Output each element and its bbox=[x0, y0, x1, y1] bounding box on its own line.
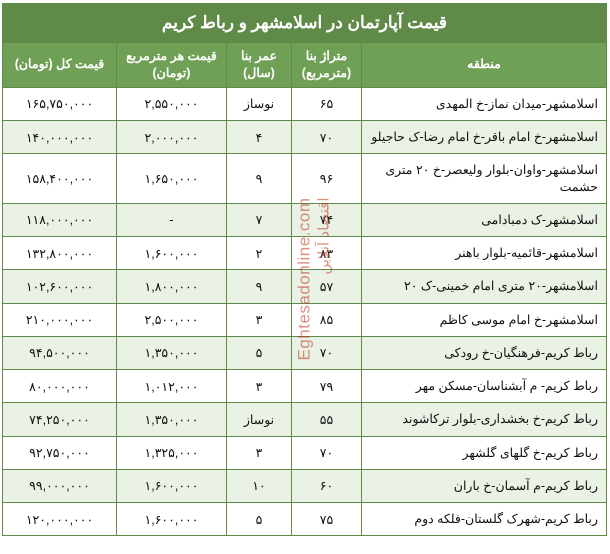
cell-age: ۴ bbox=[226, 120, 291, 153]
cell-ppm: ۱,۶۵۰,۰۰۰ bbox=[116, 153, 226, 203]
cell-region: رباط کریم-خ گلهای گلشهر bbox=[361, 436, 606, 469]
cell-region: رباط کریم-خ بخشداری-بلوار ترکاشوند bbox=[361, 402, 606, 435]
cell-ppm: ۱,۶۰۰,۰۰۰ bbox=[116, 469, 226, 502]
cell-ppm: ۲,۵۵۰,۰۰۰ bbox=[116, 87, 226, 120]
cell-area: ۷۰ bbox=[291, 120, 361, 153]
cell-ppm: ۱,۶۰۰,۰۰۰ bbox=[116, 502, 226, 535]
cell-area: ۸۵ bbox=[291, 303, 361, 336]
cell-ppm: ۱,۶۰۰,۰۰۰ bbox=[116, 236, 226, 269]
cell-ppm: ۲,۰۰۰,۰۰۰ bbox=[116, 120, 226, 153]
cell-age: ۷ bbox=[226, 203, 291, 236]
cell-total: ۱۲۰,۰۰۰,۰۰۰ bbox=[3, 502, 116, 535]
table-row: رباط کریم-م آسمان-خ باران۶۰۱۰۱,۶۰۰,۰۰۰۹۹… bbox=[3, 469, 606, 502]
table-body: اسلامشهر-میدان نماز-خ المهدی۶۵نوساز۲,۵۵۰… bbox=[3, 87, 606, 536]
table-row: رباط کریم-فرهنگیان-خ رودکی۷۰۵۱,۳۵۰,۰۰۰۹۴… bbox=[3, 336, 606, 369]
cell-region: رباط کریم-فرهنگیان-خ رودکی bbox=[361, 336, 606, 369]
cell-area: ۹۶ bbox=[291, 153, 361, 203]
table-row: اسلامشهر-میدان نماز-خ المهدی۶۵نوساز۲,۵۵۰… bbox=[3, 87, 606, 120]
table-row: اسلامشهر-خ امام موسی کاظم۸۵۳۲,۵۰۰,۰۰۰۲۱۰… bbox=[3, 303, 606, 336]
cell-total: ۱۶۵,۷۵۰,۰۰۰ bbox=[3, 87, 116, 120]
price-table: قیمت آپارتمان در اسلامشهر و رباط کریم من… bbox=[2, 3, 607, 536]
col-header-ppm: قیمت هر مترمربع (تومان) bbox=[116, 43, 226, 87]
cell-region: اسلامشهر-۲۰ متری امام خمینی-ک ۲۰ bbox=[361, 269, 606, 302]
table-row: رباط کریم-خ بخشداری-بلوار ترکاشوند۵۵نوسا… bbox=[3, 402, 606, 435]
cell-area: ۷۴ bbox=[291, 203, 361, 236]
col-header-region: منطقه bbox=[361, 43, 606, 87]
table-row: رباط کریم- م آبشناسان-مسکن مهر۷۹۳۱,۰۱۲,۰… bbox=[3, 369, 606, 402]
cell-age: ۹ bbox=[226, 269, 291, 302]
cell-age: ۹ bbox=[226, 153, 291, 203]
cell-area: ۵۵ bbox=[291, 402, 361, 435]
cell-region: اسلامشهر-واوان-بلوار ولیعصر-خ ۲۰ متری حش… bbox=[361, 153, 606, 203]
cell-total: ۲۱۰,۰۰۰,۰۰۰ bbox=[3, 303, 116, 336]
cell-age: نوساز bbox=[226, 402, 291, 435]
cell-total: ۹۲,۷۵۰,۰۰۰ bbox=[3, 436, 116, 469]
cell-total: ۷۴,۲۵۰,۰۰۰ bbox=[3, 402, 116, 435]
cell-age: ۱۰ bbox=[226, 469, 291, 502]
table-row: اسلامشهر-واوان-بلوار ولیعصر-خ ۲۰ متری حش… bbox=[3, 153, 606, 203]
table-row: اسلامشهر-قائمیه-بلوار باهنر۸۳۲۱,۶۰۰,۰۰۰۱… bbox=[3, 236, 606, 269]
table-row: اسلامشهر-ک دمبادامی۷۴۷-۱۱۸,۰۰۰,۰۰۰ bbox=[3, 203, 606, 236]
cell-region: اسلامشهر-خ امام موسی کاظم bbox=[361, 303, 606, 336]
cell-total: ۱۰۲,۶۰۰,۰۰۰ bbox=[3, 269, 116, 302]
col-header-area: متراژ بنا (مترمربع) bbox=[291, 43, 361, 87]
table-row: اسلامشهر-خ امام باقر-خ امام رضا-ک حاجیلو… bbox=[3, 120, 606, 153]
cell-area: ۸۳ bbox=[291, 236, 361, 269]
cell-ppm: ۱,۳۲۵,۰۰۰ bbox=[116, 436, 226, 469]
cell-ppm: - bbox=[116, 203, 226, 236]
cell-region: اسلامشهر-ک دمبادامی bbox=[361, 203, 606, 236]
table-title: قیمت آپارتمان در اسلامشهر و رباط کریم bbox=[3, 4, 606, 43]
col-header-age: عمر بنا (سال) bbox=[226, 43, 291, 87]
cell-age: ۵ bbox=[226, 502, 291, 535]
cell-area: ۵۷ bbox=[291, 269, 361, 302]
cell-region: رباط کریم- م آبشناسان-مسکن مهر bbox=[361, 369, 606, 402]
cell-ppm: ۱,۳۵۰,۰۰۰ bbox=[116, 336, 226, 369]
cell-ppm: ۲,۵۰۰,۰۰۰ bbox=[116, 303, 226, 336]
cell-region: رباط کریم-شهرک گلستان-فلکه دوم bbox=[361, 502, 606, 535]
cell-area: ۶۵ bbox=[291, 87, 361, 120]
col-header-total: قیمت کل (تومان) bbox=[3, 43, 116, 87]
cell-total: ۹۴,۵۰۰,۰۰۰ bbox=[3, 336, 116, 369]
cell-total: ۱۱۸,۰۰۰,۰۰۰ bbox=[3, 203, 116, 236]
cell-age: ۳ bbox=[226, 436, 291, 469]
cell-area: ۷۰ bbox=[291, 336, 361, 369]
cell-age: ۲ bbox=[226, 236, 291, 269]
cell-area: ۷۹ bbox=[291, 369, 361, 402]
cell-age: ۵ bbox=[226, 336, 291, 369]
cell-total: ۱۵۸,۴۰۰,۰۰۰ bbox=[3, 153, 116, 203]
table-row: رباط کریم-خ گلهای گلشهر۷۰۳۱,۳۲۵,۰۰۰۹۲,۷۵… bbox=[3, 436, 606, 469]
cell-ppm: ۱,۰۱۲,۰۰۰ bbox=[116, 369, 226, 402]
cell-total: ۱۳۲,۸۰۰,۰۰۰ bbox=[3, 236, 116, 269]
cell-area: ۶۰ bbox=[291, 469, 361, 502]
cell-total: ۱۴۰,۰۰۰,۰۰۰ bbox=[3, 120, 116, 153]
cell-age: ۳ bbox=[226, 369, 291, 402]
cell-ppm: ۱,۸۰۰,۰۰۰ bbox=[116, 269, 226, 302]
cell-area: ۷۵ bbox=[291, 502, 361, 535]
cell-age: نوساز bbox=[226, 87, 291, 120]
cell-region: اسلامشهر-قائمیه-بلوار باهنر bbox=[361, 236, 606, 269]
table-row: اسلامشهر-۲۰ متری امام خمینی-ک ۲۰۵۷۹۱,۸۰۰… bbox=[3, 269, 606, 302]
cell-total: ۸۰,۰۰۰,۰۰۰ bbox=[3, 369, 116, 402]
table-header-row: منطقه متراژ بنا (مترمربع) عمر بنا (سال) … bbox=[3, 43, 606, 87]
cell-region: رباط کریم-م آسمان-خ باران bbox=[361, 469, 606, 502]
cell-region: اسلامشهر-خ امام باقر-خ امام رضا-ک حاجیلو bbox=[361, 120, 606, 153]
cell-ppm: ۱,۳۵۰,۰۰۰ bbox=[116, 402, 226, 435]
cell-area: ۷۰ bbox=[291, 436, 361, 469]
cell-age: ۳ bbox=[226, 303, 291, 336]
cell-region: اسلامشهر-میدان نماز-خ المهدی bbox=[361, 87, 606, 120]
cell-total: ۹۹,۰۰۰,۰۰۰ bbox=[3, 469, 116, 502]
table-row: رباط کریم-شهرک گلستان-فلکه دوم۷۵۵۱,۶۰۰,۰… bbox=[3, 502, 606, 535]
